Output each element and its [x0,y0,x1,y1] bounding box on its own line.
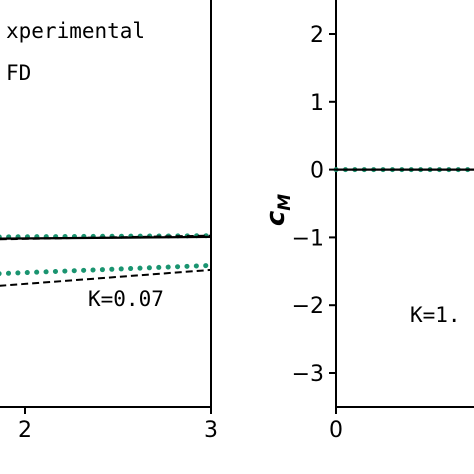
y-tick-label: −3 [292,362,324,387]
ylabel-sub: M [275,194,295,211]
series-experimental-dotted-line [0,262,214,277]
series-cfd-dashed-line [0,268,212,287]
right-annotation-k: K=1. [410,303,461,327]
x-tick-label: 0 [329,418,343,443]
y-tick-label: −2 [292,294,324,319]
y-tick-label: −1 [292,226,324,251]
series-experimental-dotted-line [0,233,214,240]
right-plot-frame [335,0,474,408]
legend-entry-cfd: FD [6,61,31,85]
left-annotation-k: K=0.07 [88,287,164,311]
right-y-axis-label: cM [261,194,295,226]
x-tick-label: 2 [18,418,32,443]
left-data-marks [0,233,214,287]
right-x-ticks: 0 [329,407,343,443]
y-tick-label: 1 [310,91,324,116]
right-y-ticks: 2 1 0 −1 −2 −3 [292,23,336,387]
y-tick-label: 2 [310,23,324,48]
x-tick-label: 3 [204,418,218,443]
y-tick-label: 0 [310,159,324,184]
left-plot-frame [0,0,212,408]
right-panel: 2 1 0 −1 −2 −3 0 cM K=1. [261,0,474,443]
legend-entry-experimental: xperimental [6,19,145,43]
series-cfd-dashed-line [0,234,212,241]
legend: xperimental FD [6,19,145,85]
ylabel-main: c [261,210,291,226]
